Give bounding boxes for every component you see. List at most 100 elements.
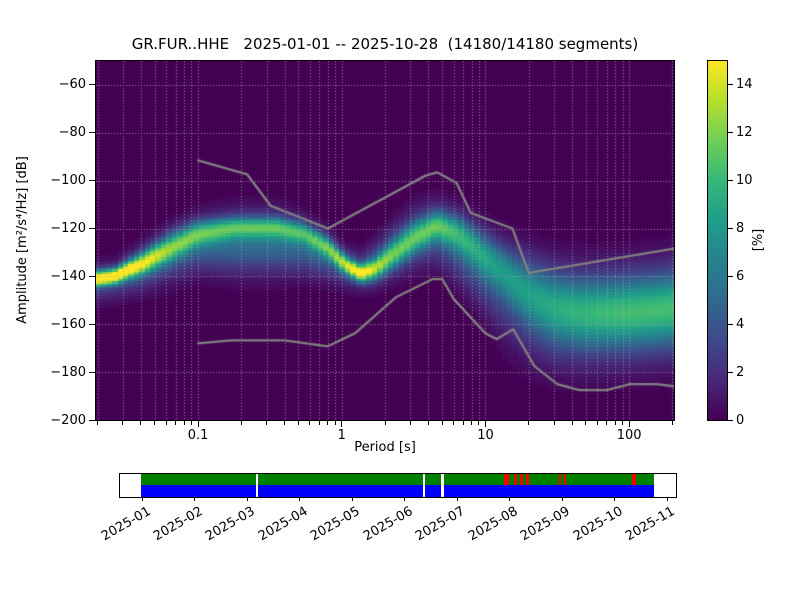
x-minor-tick-mark bbox=[441, 421, 443, 425]
month-tick-label: 2025-04 bbox=[255, 504, 311, 545]
x-tick-label: 1 bbox=[337, 428, 346, 443]
y-tick-mark bbox=[89, 132, 95, 134]
x-tick-label: 10 bbox=[477, 428, 494, 443]
timeline-flag-red bbox=[632, 474, 636, 485]
colorbar bbox=[707, 60, 728, 421]
x-minor-tick-mark bbox=[622, 421, 624, 425]
x-minor-tick-mark bbox=[614, 421, 616, 425]
colorbar-label: [%] bbox=[750, 228, 766, 252]
timeline-flag-red bbox=[513, 474, 517, 485]
y-axis-label: Amplitude [m²/s⁴/Hz] [dB] bbox=[14, 156, 30, 324]
y-tick-label: −200 bbox=[50, 412, 86, 428]
x-minor-tick-mark bbox=[571, 421, 573, 425]
x-minor-tick-mark bbox=[585, 421, 587, 425]
month-tick-mark bbox=[561, 497, 563, 501]
x-minor-tick-mark bbox=[318, 421, 320, 425]
x-minor-tick-mark bbox=[471, 421, 473, 425]
colorbar-tick-mark bbox=[728, 419, 733, 421]
x-tick-mark bbox=[197, 421, 199, 427]
month-tick-mark bbox=[509, 497, 511, 501]
ppsd-heatmap-canvas bbox=[96, 61, 674, 420]
month-tick-label: 2025-10 bbox=[570, 504, 626, 545]
colorbar-tick-mark bbox=[728, 371, 733, 373]
month-tick-mark bbox=[666, 497, 668, 501]
timeline-flag-red bbox=[520, 474, 523, 485]
y-tick-label: −120 bbox=[50, 221, 86, 237]
y-tick-label: −160 bbox=[50, 316, 86, 332]
y-tick-mark bbox=[89, 371, 95, 373]
y-tick-label: −140 bbox=[50, 268, 86, 284]
month-tick-label: 2025-07 bbox=[413, 504, 468, 545]
x-minor-tick-mark bbox=[671, 421, 673, 425]
colorbar-tick-label: 6 bbox=[736, 268, 745, 284]
timeline-flag-red bbox=[558, 474, 562, 485]
timeline-flag-red bbox=[563, 474, 567, 485]
colorbar-tick-mark bbox=[728, 323, 733, 325]
y-tick-mark bbox=[89, 275, 95, 277]
month-tick-mark bbox=[404, 497, 406, 501]
x-minor-tick-mark bbox=[606, 421, 608, 425]
x-tick-mark bbox=[628, 421, 630, 427]
month-tick-mark bbox=[299, 497, 301, 501]
colorbar-tick-label: 8 bbox=[736, 221, 745, 237]
y-tick-mark bbox=[89, 180, 95, 182]
x-minor-tick-mark bbox=[154, 421, 156, 425]
timeline-bar bbox=[141, 474, 654, 497]
month-tick-mark bbox=[456, 497, 458, 501]
colorbar-tick-label: 12 bbox=[736, 125, 753, 141]
y-tick-mark bbox=[89, 228, 95, 230]
colorbar-tick-label: 14 bbox=[736, 77, 753, 93]
month-tick-label: 2025-01 bbox=[98, 504, 153, 545]
colorbar-tick-label: 0 bbox=[736, 412, 745, 428]
month-tick-label: 2025-09 bbox=[518, 504, 573, 545]
x-minor-tick-mark bbox=[462, 421, 464, 425]
timeline-gap bbox=[255, 474, 259, 497]
colorbar-tick-label: 4 bbox=[736, 316, 745, 332]
colorbar-tick-mark bbox=[728, 228, 733, 230]
availability-bar-blue bbox=[141, 485, 654, 497]
x-minor-tick-mark bbox=[97, 421, 99, 425]
x-axis-label: Period [s] bbox=[354, 440, 416, 455]
y-tick-label: −60 bbox=[58, 77, 86, 93]
x-minor-tick-mark bbox=[240, 421, 242, 425]
x-minor-tick-mark bbox=[528, 421, 530, 425]
colorbar-tick-mark bbox=[728, 132, 733, 134]
x-minor-tick-mark bbox=[140, 421, 142, 425]
y-tick-label: −100 bbox=[50, 173, 86, 189]
x-minor-tick-mark bbox=[165, 421, 167, 425]
y-tick-label: −80 bbox=[58, 125, 86, 141]
y-tick-mark bbox=[89, 84, 95, 86]
x-minor-tick-mark bbox=[284, 421, 286, 425]
month-tick-mark bbox=[351, 497, 353, 501]
month-tick-mark bbox=[246, 497, 248, 501]
timeline-coverage-box bbox=[119, 473, 677, 498]
colorbar-tick-label: 10 bbox=[736, 173, 753, 189]
ppsd-plot-area bbox=[95, 60, 675, 421]
timeline-gap bbox=[441, 474, 444, 497]
month-tick-label: 2025-06 bbox=[360, 504, 416, 545]
month-tick-label: 2025-03 bbox=[203, 504, 258, 545]
x-minor-tick-mark bbox=[334, 421, 336, 425]
timeline-flag-red bbox=[504, 474, 510, 485]
x-tick-label: 0.1 bbox=[187, 428, 209, 443]
figure-title: GR.FUR..HHE 2025-01-01 -- 2025-10-28 (14… bbox=[131, 35, 639, 53]
y-tick-label: −180 bbox=[50, 364, 86, 380]
month-tick-label: 2025-05 bbox=[308, 504, 363, 545]
x-minor-tick-mark bbox=[175, 421, 177, 425]
timeline-flag-red bbox=[526, 474, 530, 485]
timeline-gap bbox=[422, 474, 426, 497]
x-minor-tick-mark bbox=[266, 421, 268, 425]
month-tick-label: 2025-02 bbox=[150, 504, 206, 545]
month-tick-label: 2025-11 bbox=[622, 504, 678, 545]
x-minor-tick-mark bbox=[384, 421, 386, 425]
x-minor-tick-mark bbox=[409, 421, 411, 425]
x-minor-tick-mark bbox=[183, 421, 185, 425]
y-tick-mark bbox=[89, 419, 95, 421]
x-minor-tick-mark bbox=[553, 421, 555, 425]
x-minor-tick-mark bbox=[297, 421, 299, 425]
month-tick-label: 2025-08 bbox=[465, 504, 521, 545]
x-minor-tick-mark bbox=[309, 421, 311, 425]
colorbar-tick-mark bbox=[728, 84, 733, 86]
colorbar-tick-mark bbox=[728, 180, 733, 182]
x-tick-mark bbox=[484, 421, 486, 427]
